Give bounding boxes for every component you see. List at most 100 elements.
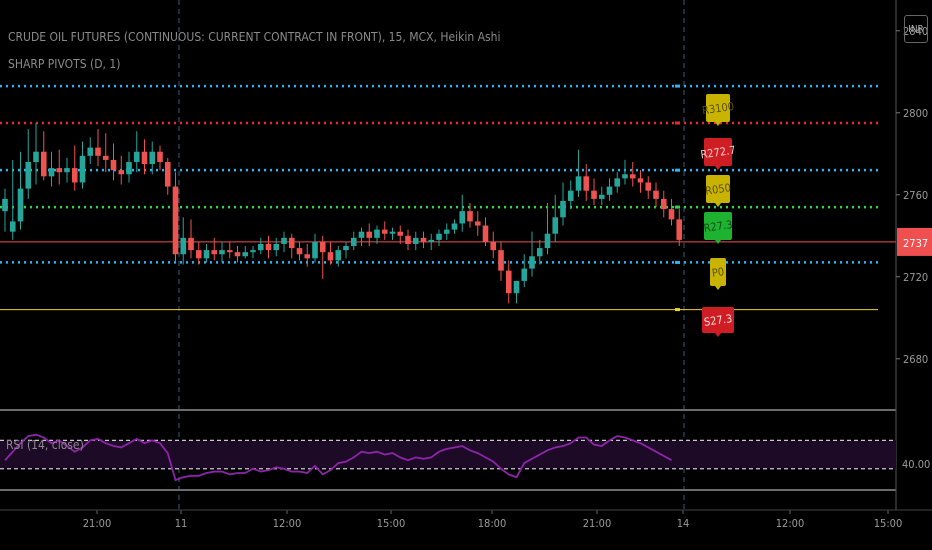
price-tick-label: 2840 <box>903 25 928 38</box>
candle-body <box>622 174 628 179</box>
candle-body <box>521 268 528 281</box>
candle-body <box>637 178 644 183</box>
pivot-tag-pointer <box>715 122 721 126</box>
candle-body <box>591 190 597 199</box>
candle-body <box>250 250 256 253</box>
candle-body <box>257 243 264 251</box>
candle-body <box>25 161 32 189</box>
candle-body <box>474 221 481 226</box>
candle-body <box>606 186 613 195</box>
candle-body <box>319 241 326 253</box>
pivot-tag-label: R3100 <box>701 100 735 117</box>
candle-body <box>281 237 287 244</box>
candle-body <box>428 239 435 242</box>
candle-body <box>164 161 171 187</box>
candle-body <box>436 233 442 240</box>
candle-body <box>64 168 70 173</box>
price-tick-label: 2760 <box>903 189 928 202</box>
pivot-tag-label: R272.7 <box>700 144 737 162</box>
candle-body <box>567 190 574 201</box>
time-tick-label: 15:00 <box>377 517 406 530</box>
candle-body <box>544 233 551 249</box>
candle-body <box>141 151 148 165</box>
candle-body <box>9 221 16 232</box>
candle-body <box>102 155 109 160</box>
candle-body <box>95 147 101 156</box>
candle-body <box>312 241 318 259</box>
candle-body <box>443 229 450 234</box>
candle-body <box>296 248 303 255</box>
candle-body <box>157 151 163 162</box>
candle-body <box>265 243 272 251</box>
pivot-tag-pointer <box>715 240 721 244</box>
price-tick-label: 2800 <box>903 107 928 120</box>
candle-body <box>552 217 559 234</box>
pivot-marker <box>675 205 680 209</box>
candle-body <box>288 237 295 249</box>
candle-body <box>172 186 179 255</box>
candle-body <box>195 250 202 259</box>
pivot-marker <box>675 168 680 172</box>
pivot-tag <box>704 212 732 240</box>
candle-body <box>17 188 24 222</box>
candle-body <box>343 246 349 251</box>
time-tick-label: 12:00 <box>273 517 302 530</box>
candle-body <box>110 159 117 171</box>
pivot-tag-label: S27.3 <box>703 312 733 329</box>
candle-body <box>451 223 458 230</box>
pivot-tag-pointer <box>715 203 721 207</box>
indicator-legend[interactable]: SHARP PIVOTS (D, 1) <box>8 57 121 71</box>
pivot-tag-label: P0 <box>711 265 725 280</box>
pivot-tag <box>706 94 730 122</box>
candle-body <box>188 237 194 251</box>
candle-body <box>327 252 334 261</box>
candle-body <box>366 231 373 238</box>
pivot-marker <box>675 260 680 264</box>
candle-body <box>529 256 535 269</box>
candle-body <box>560 200 566 218</box>
candle-body <box>467 211 473 222</box>
candle-body <box>420 237 427 242</box>
candle-body <box>118 170 125 175</box>
candle-body <box>234 252 241 257</box>
candle-body <box>614 178 621 187</box>
candle-body <box>505 270 512 294</box>
pivot-tag <box>704 138 732 166</box>
candle-body <box>219 250 225 255</box>
candle-body <box>48 168 55 177</box>
candle-body <box>389 231 396 234</box>
candle-body <box>358 231 365 238</box>
candle-body <box>203 250 210 259</box>
candle-body <box>575 176 582 191</box>
candle-body <box>459 211 466 224</box>
pivot-tag-label: R050 <box>704 181 731 197</box>
pivot-tag-pointer <box>715 166 721 170</box>
pivot-tag-label: R27.3 <box>703 218 733 235</box>
chart-title: CRUDE OIL FUTURES (CONTINUOUS: CURRENT C… <box>8 30 501 44</box>
candle-body <box>56 168 63 173</box>
rsi-legend: RSI (14, close) <box>6 438 84 452</box>
candle-body <box>598 194 605 199</box>
time-tick-label: 11 <box>175 517 188 530</box>
candle-body <box>498 250 504 271</box>
candle-body <box>350 237 357 247</box>
candle-body <box>397 231 404 236</box>
last-price-badge <box>897 227 932 256</box>
candle-body <box>490 241 497 251</box>
price-tick-label: 2720 <box>903 271 928 284</box>
candle-body <box>412 237 419 244</box>
candle-body <box>668 209 675 220</box>
candle-body <box>645 182 652 191</box>
candle-body <box>79 155 86 183</box>
candle-body <box>133 151 140 162</box>
candle-body <box>513 280 520 294</box>
candle-body <box>676 219 683 240</box>
pivot-tag <box>710 258 726 286</box>
last-price-label: 2737 <box>903 237 928 250</box>
candle-body <box>374 229 380 238</box>
currency-button[interactable]: INR <box>904 15 928 43</box>
candle-body <box>660 198 667 210</box>
time-tick-label: 21:00 <box>583 517 612 530</box>
